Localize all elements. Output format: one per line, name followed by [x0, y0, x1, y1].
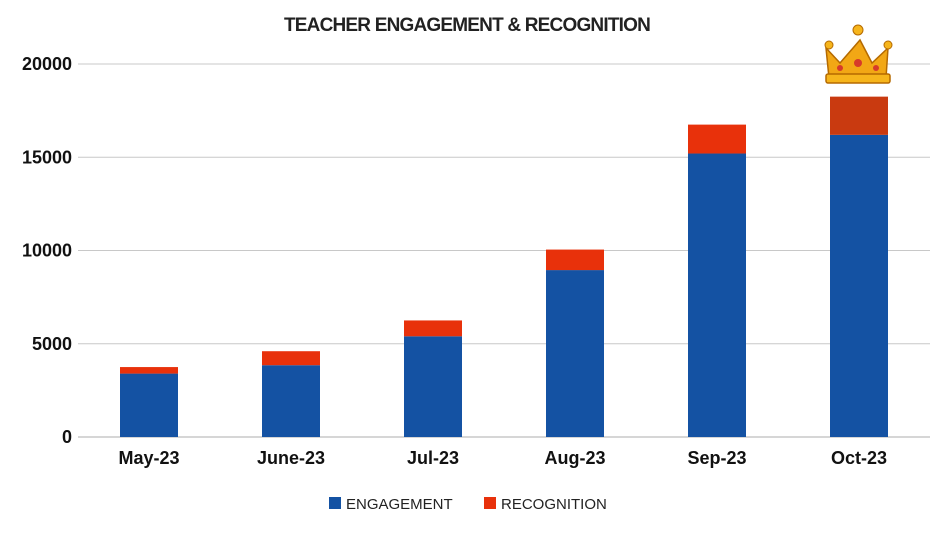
bar-engagement-sep-23 [688, 153, 746, 437]
x-tick-label: Oct-23 [831, 448, 887, 468]
legend-swatch-engagement [329, 497, 341, 509]
bar-engagement-may-23 [120, 373, 178, 437]
bar-engagement-oct-23 [830, 134, 888, 437]
bar-recognition-sep-23 [688, 124, 746, 154]
x-tick-label: Sep-23 [687, 448, 746, 468]
y-tick-label: 15000 [22, 147, 72, 167]
legend: ENGAGEMENT RECOGNITION [329, 496, 607, 513]
x-axis-ticks: May-23 June-23 Jul-23 Aug-23 Sep-23 Oct-23 [118, 448, 887, 468]
bar-recognition-may-23 [120, 367, 178, 374]
bar-engagement-june-23 [262, 365, 320, 437]
bar-recognition-oct-23 [830, 96, 888, 135]
x-tick-label: May-23 [118, 448, 179, 468]
y-axis-ticks: 0 5000 10000 15000 20000 [22, 54, 72, 447]
x-tick-label: Aug-23 [544, 448, 605, 468]
gridlines [78, 63, 930, 438]
legend-label-recognition: RECOGNITION [501, 496, 607, 513]
bar-recognition-june-23 [262, 351, 320, 366]
y-tick-label: 20000 [22, 54, 72, 74]
legend-swatch-recognition [484, 497, 496, 509]
bar-recognition-jul-23 [404, 320, 462, 337]
y-tick-label: 5000 [32, 334, 72, 354]
legend-label-engagement: ENGAGEMENT [346, 496, 453, 513]
bar-engagement-jul-23 [404, 336, 462, 437]
bars [120, 96, 888, 437]
x-tick-label: Jul-23 [407, 448, 459, 468]
chart-title: TEACHER ENGAGEMENT & RECOGNITION [284, 15, 650, 36]
bar-recognition-aug-23 [546, 249, 604, 271]
crown-icon [824, 24, 893, 84]
y-tick-label: 10000 [22, 241, 72, 261]
x-tick-label: June-23 [257, 448, 325, 468]
y-tick-label: 0 [62, 427, 72, 447]
bar-engagement-aug-23 [546, 270, 604, 437]
